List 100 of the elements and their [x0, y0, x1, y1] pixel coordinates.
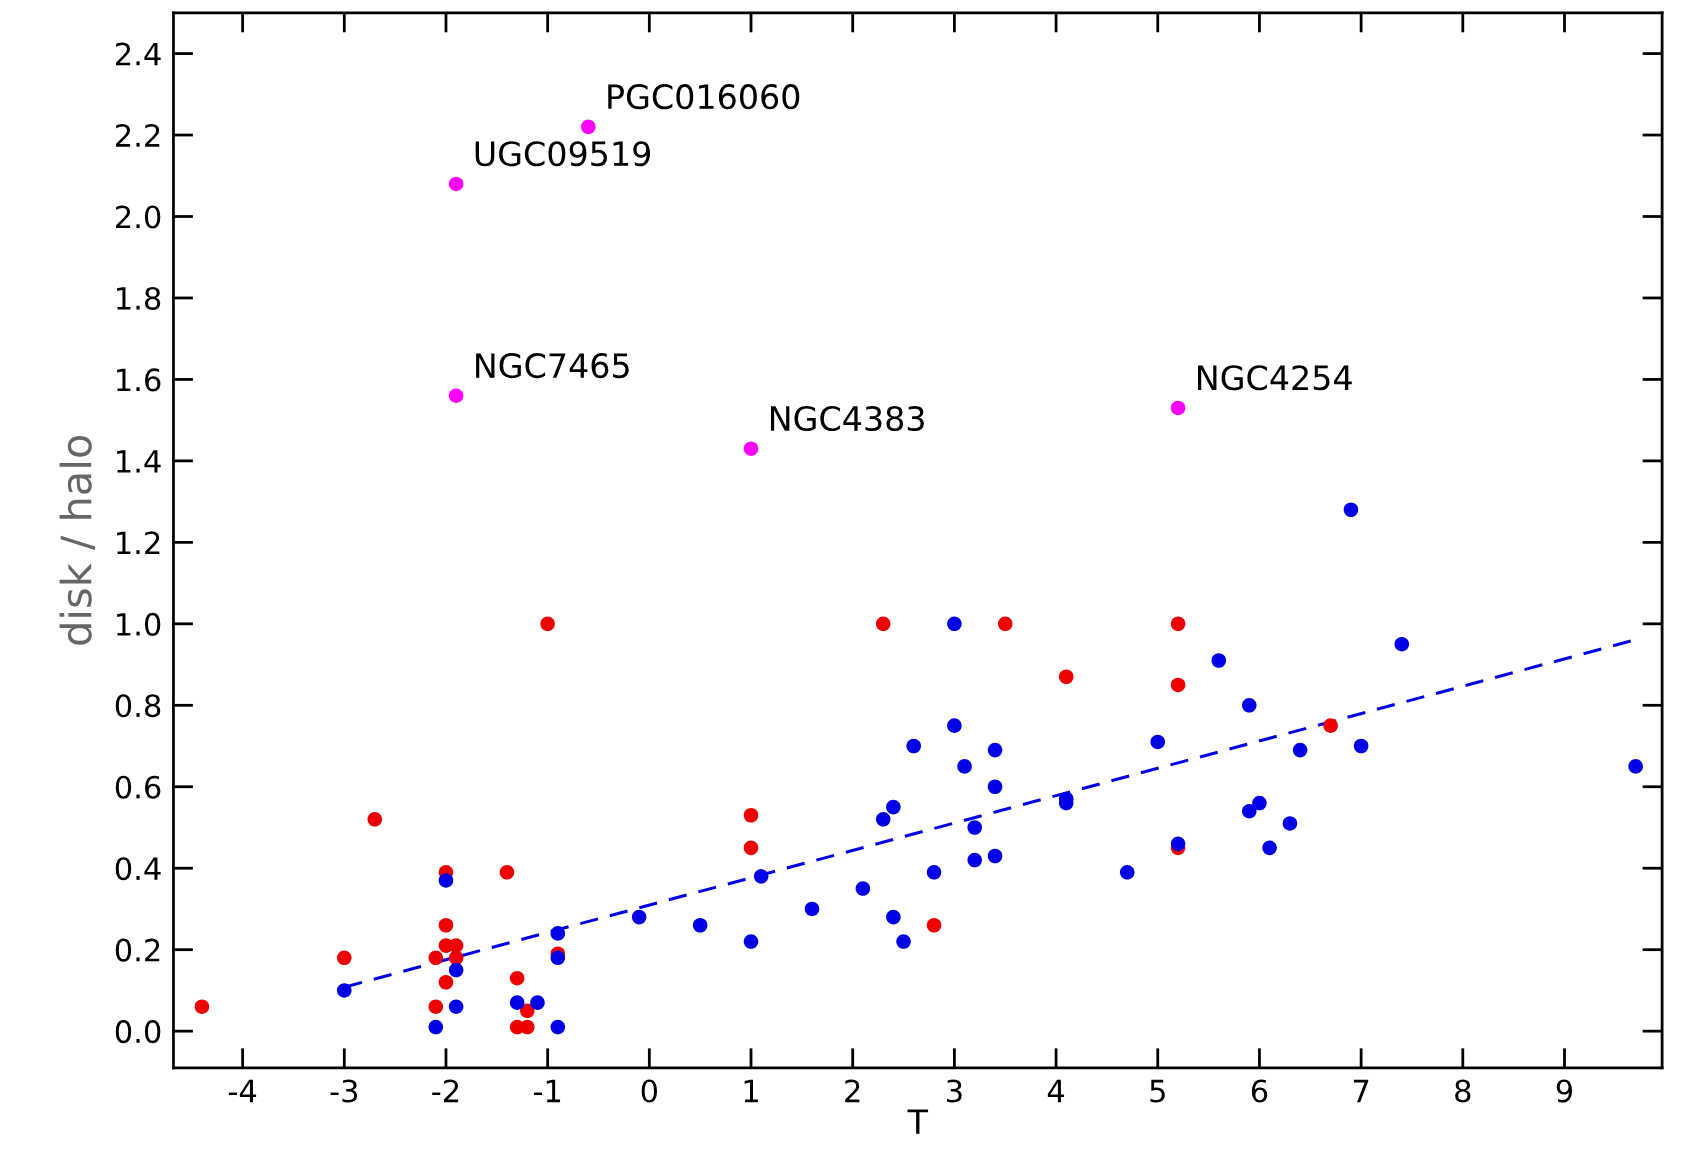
y-tick-label: 0.0 [115, 1020, 161, 1044]
point [997, 616, 1013, 632]
point [631, 909, 647, 925]
point [428, 999, 444, 1014]
y-tick-label: 2.2 [115, 123, 160, 147]
x-tick-label: -1 [533, 1079, 561, 1103]
point [520, 1019, 535, 1035]
point [499, 865, 515, 880]
point [1323, 718, 1338, 733]
point [1262, 840, 1277, 856]
y-tick-label: 2.0 [115, 205, 161, 229]
point [926, 917, 942, 933]
point [448, 962, 464, 978]
x-tick-label: 8 [1455, 1079, 1471, 1103]
point [947, 718, 962, 733]
x-tick-label: 0 [641, 1079, 658, 1103]
y-tick-label: 0.4 [115, 857, 161, 881]
y-axis-title: disk / halo [59, 435, 96, 645]
point [337, 950, 352, 966]
point [1058, 669, 1074, 685]
annotation: NGC4254 [1198, 365, 1352, 391]
point [1353, 738, 1369, 754]
x-tick-label: 6 [1251, 1079, 1268, 1103]
point [743, 840, 759, 856]
point [896, 934, 911, 949]
x-axis-title: T [907, 1109, 929, 1134]
point [855, 881, 871, 896]
point [509, 995, 525, 1010]
point [337, 983, 352, 998]
point [448, 950, 464, 966]
y-tick-label: 0.6 [115, 775, 161, 799]
point [428, 1019, 444, 1035]
point [692, 917, 708, 933]
point [967, 820, 983, 835]
point [438, 974, 454, 990]
y-tick-label: 1.8 [117, 286, 161, 311]
point [1628, 759, 1643, 774]
point [1170, 836, 1186, 852]
point [987, 742, 1003, 758]
x-tick-label: 4 [1047, 1079, 1065, 1103]
point [438, 873, 454, 888]
y-tick-label: 1.0 [117, 612, 161, 636]
point [448, 999, 464, 1014]
point [1292, 742, 1308, 758]
point [743, 934, 759, 949]
point [1282, 816, 1298, 831]
point [581, 119, 596, 135]
point [509, 970, 525, 986]
y-tick-label: 1.6 [117, 368, 161, 392]
point [448, 176, 464, 192]
point [947, 616, 962, 632]
point [1170, 616, 1186, 632]
point [530, 995, 545, 1010]
point [926, 865, 942, 880]
point [1170, 400, 1186, 416]
point [550, 950, 566, 966]
y-tick-label: 1.4 [117, 450, 161, 473]
x-tick-label: -3 [330, 1079, 358, 1103]
x-tick-label: -2 [432, 1079, 459, 1103]
point [448, 388, 464, 403]
point [550, 1019, 566, 1035]
y-tick-label: 1.2 [117, 531, 160, 554]
point [804, 901, 820, 917]
point [194, 999, 210, 1014]
x-tick-label: 5 [1150, 1079, 1165, 1103]
annotation: NGC4383 [770, 405, 924, 432]
annotation: UGC09519 [475, 141, 650, 167]
point [886, 799, 901, 815]
point [1343, 502, 1359, 518]
x-tick-label: -4 [228, 1079, 257, 1103]
point [957, 759, 972, 774]
point [875, 616, 891, 632]
x-tick-label: 3 [947, 1079, 962, 1103]
point [520, 1003, 535, 1019]
point [550, 926, 566, 941]
x-tick-label: 9 [1556, 1079, 1573, 1103]
point [967, 852, 983, 868]
point [1170, 677, 1186, 693]
annotation: PGC016060 [608, 84, 800, 110]
x-tick-label: 7 [1353, 1079, 1369, 1103]
point [875, 812, 891, 827]
point [743, 807, 759, 823]
point [1211, 653, 1227, 668]
point [1150, 734, 1166, 750]
point [1241, 698, 1257, 713]
y-tick-label: 2.4 [115, 42, 161, 66]
point [1252, 795, 1267, 811]
point [743, 441, 759, 456]
x-tick-label: 2 [845, 1079, 860, 1103]
point [1394, 636, 1410, 652]
point [1241, 803, 1257, 819]
point [540, 616, 555, 632]
y-tick-label: 0.2 [115, 938, 160, 962]
point [367, 812, 383, 827]
point [438, 917, 454, 933]
point [1119, 865, 1135, 880]
point [886, 909, 901, 925]
point [906, 738, 921, 754]
y-tick-label: 0.8 [115, 694, 161, 718]
point [428, 950, 444, 966]
